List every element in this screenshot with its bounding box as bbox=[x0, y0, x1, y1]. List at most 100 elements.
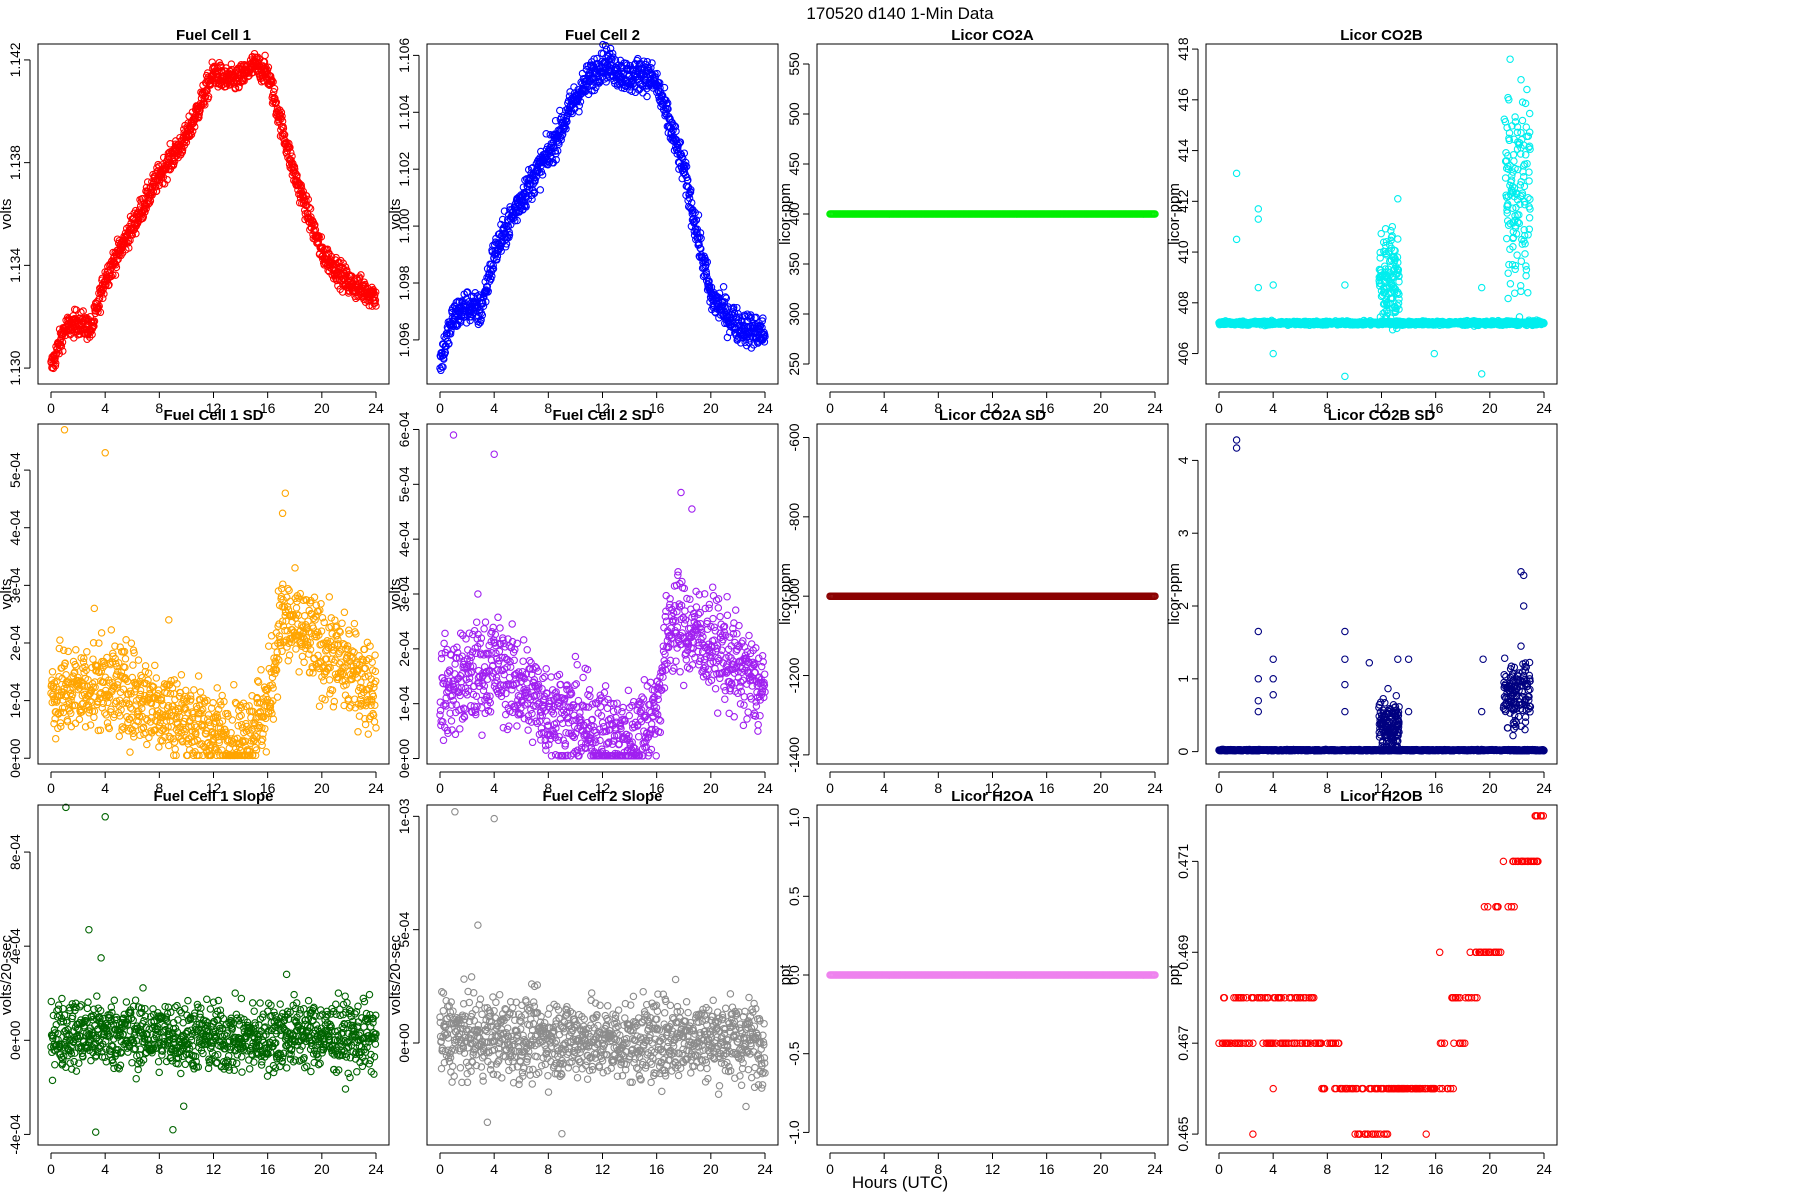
data-point bbox=[267, 632, 276, 640]
data-point bbox=[101, 709, 109, 717]
data-point bbox=[311, 221, 319, 229]
data-point bbox=[1232, 169, 1241, 178]
x-tick-label: 16 bbox=[260, 400, 276, 416]
x-tick-label: 0 bbox=[1215, 400, 1223, 416]
data-point bbox=[1522, 123, 1531, 131]
data-point bbox=[182, 686, 190, 695]
data-point bbox=[1269, 349, 1277, 358]
data-point bbox=[317, 233, 326, 241]
data-point bbox=[555, 140, 563, 148]
data-point bbox=[315, 702, 324, 710]
x-tick-label: 20 bbox=[314, 400, 330, 416]
data-point bbox=[107, 626, 116, 634]
data-point bbox=[187, 130, 196, 139]
y-tick-label: 250 bbox=[786, 352, 802, 376]
data-points bbox=[47, 49, 380, 373]
data-point bbox=[235, 83, 243, 91]
data-point bbox=[96, 308, 105, 317]
data-point bbox=[1269, 281, 1277, 289]
y-tick-label: 412 bbox=[1175, 189, 1191, 213]
x-tick-label: 24 bbox=[757, 400, 773, 416]
data-point bbox=[201, 101, 209, 109]
data-point bbox=[112, 263, 121, 272]
x-tick-label: 4 bbox=[101, 400, 109, 416]
data-point bbox=[269, 78, 277, 86]
data-point bbox=[204, 92, 213, 101]
data-point bbox=[218, 691, 226, 700]
data-point bbox=[213, 684, 221, 692]
data-point bbox=[51, 354, 59, 363]
data-point bbox=[538, 171, 547, 179]
data-point bbox=[505, 231, 514, 239]
panel-title: Licor CO2B bbox=[1340, 27, 1423, 44]
data-point bbox=[196, 688, 205, 696]
data-point bbox=[306, 204, 315, 213]
data-point bbox=[190, 122, 199, 131]
y-tick-label: 1.142 bbox=[7, 42, 23, 77]
y-tick-label: 1.106 bbox=[396, 38, 412, 73]
data-point bbox=[285, 139, 293, 148]
data-point bbox=[318, 243, 327, 251]
data-point bbox=[493, 256, 501, 264]
x-tick-label: 0 bbox=[826, 400, 834, 416]
data-point bbox=[51, 359, 60, 368]
data-point bbox=[1502, 234, 1511, 243]
data-point bbox=[143, 740, 151, 749]
y-tick-label: 410 bbox=[1175, 240, 1191, 264]
x-tick-label: 24 bbox=[368, 400, 384, 416]
data-point bbox=[152, 187, 161, 195]
data-point bbox=[323, 245, 332, 253]
data-point bbox=[59, 347, 67, 355]
y-tick-label: 550 bbox=[786, 52, 802, 76]
data-point bbox=[273, 693, 282, 701]
data-point bbox=[171, 745, 179, 753]
data-point bbox=[536, 186, 545, 194]
y-tick-label: 1.138 bbox=[7, 145, 23, 180]
data-point bbox=[583, 83, 592, 91]
data-point bbox=[551, 116, 560, 125]
data-point bbox=[575, 107, 583, 116]
data-point bbox=[129, 661, 137, 669]
data-point bbox=[297, 181, 305, 189]
data-point bbox=[277, 108, 286, 117]
data-point bbox=[1524, 288, 1532, 297]
data-point bbox=[278, 112, 286, 121]
data-point bbox=[190, 686, 198, 694]
data-point bbox=[268, 76, 276, 84]
data-point bbox=[484, 287, 492, 296]
data-point bbox=[1341, 372, 1349, 381]
data-point bbox=[548, 154, 556, 163]
data-point bbox=[552, 156, 560, 164]
x-tick-label: 20 bbox=[703, 400, 719, 416]
data-point bbox=[305, 203, 313, 212]
data-point bbox=[445, 340, 453, 348]
panel-title: Fuel Cell 1 SD bbox=[163, 407, 263, 424]
data-point bbox=[290, 165, 299, 173]
data-point bbox=[145, 733, 153, 742]
data-point bbox=[1525, 214, 1534, 222]
data-point bbox=[357, 271, 365, 279]
data-point bbox=[576, 97, 585, 106]
data-point bbox=[280, 131, 289, 139]
data-point bbox=[166, 140, 174, 148]
data-point bbox=[109, 271, 117, 279]
data-point bbox=[497, 247, 505, 255]
data-points bbox=[47, 426, 380, 760]
data-point bbox=[297, 183, 306, 192]
data-point bbox=[478, 311, 487, 320]
data-point bbox=[228, 716, 237, 724]
data-point bbox=[530, 189, 539, 198]
data-point bbox=[1254, 283, 1263, 292]
data-point bbox=[1522, 262, 1530, 270]
data-point bbox=[588, 81, 597, 90]
data-point bbox=[1510, 157, 1518, 165]
data-points bbox=[436, 40, 769, 375]
data-point bbox=[111, 271, 120, 279]
data-point bbox=[51, 362, 60, 370]
data-point bbox=[230, 680, 238, 689]
